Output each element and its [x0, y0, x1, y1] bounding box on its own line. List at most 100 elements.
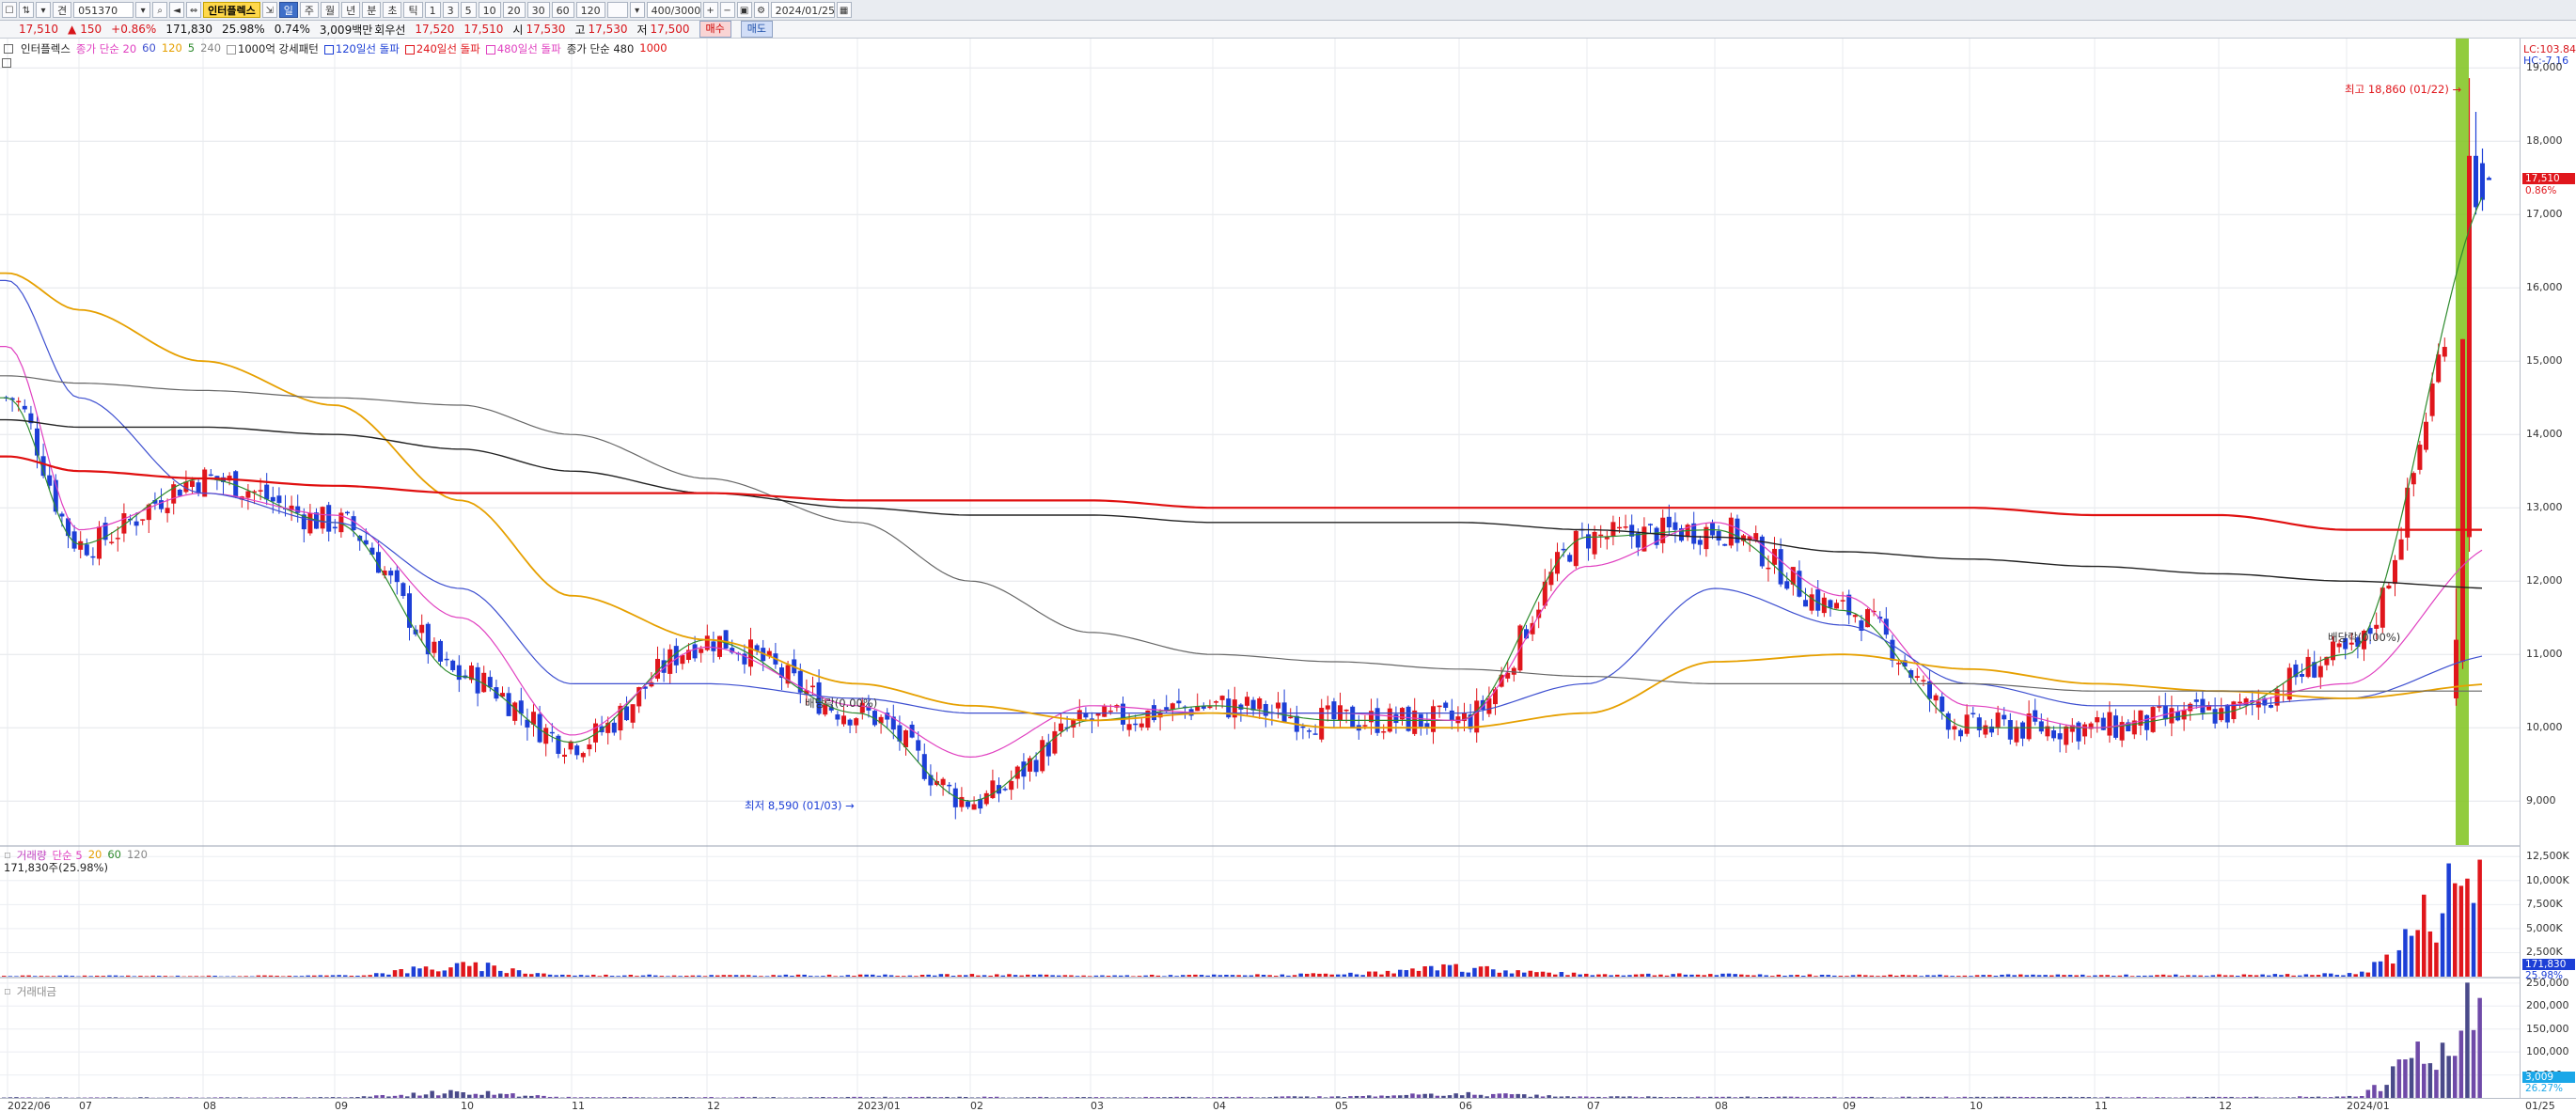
chevron-down-icon[interactable]: ▾: [36, 2, 51, 18]
data-count-input[interactable]: 400/3000: [647, 2, 701, 18]
volume-bar: [1640, 974, 1644, 977]
volume-bar: [1156, 976, 1161, 977]
volume-bar: [1498, 973, 1502, 977]
tab-tick[interactable]: 틱: [403, 2, 422, 18]
volume-bar: [45, 976, 50, 977]
calendar-icon[interactable]: ▦: [837, 2, 852, 18]
volume-bar: [1919, 976, 1924, 977]
candle-body: [445, 659, 449, 661]
change-value: 150: [80, 23, 102, 36]
volume-bar: [2236, 976, 2240, 977]
legend-ma-label2: 종가 단순 480: [567, 41, 635, 56]
speaker-icon[interactable]: ◄: [169, 2, 184, 18]
volume-bar: [871, 975, 875, 977]
candle-body: [1648, 524, 1653, 525]
date-axis-label: 06: [1459, 1100, 1472, 1112]
volume-bar: [2379, 962, 2383, 977]
prev-next-icon[interactable]: ⇔: [186, 2, 201, 18]
volume-bar: [610, 976, 615, 977]
zoom-in-icon[interactable]: +: [703, 2, 718, 18]
volume-legend-value: 171,830주(25.98%): [4, 860, 108, 875]
volume-bar: [2174, 975, 2178, 977]
candle-body: [1207, 707, 1212, 709]
date-input[interactable]: 2024/01/25: [771, 2, 835, 18]
interval-3[interactable]: 3: [443, 2, 459, 18]
volume-bar: [150, 976, 155, 977]
stock-code-input[interactable]: 051370: [73, 2, 134, 18]
legend-toggle-icon[interactable]: [4, 41, 15, 56]
interval-custom-input[interactable]: [607, 2, 628, 18]
candle-body: [2467, 156, 2472, 538]
volume-bar: [2056, 975, 2061, 977]
code-dropdown-icon[interactable]: ▾: [135, 2, 150, 18]
legend-settings-icon[interactable]: [2, 55, 13, 69]
candle-body: [2417, 445, 2422, 470]
volume-bar: [846, 975, 851, 977]
volume-bar: [114, 976, 118, 977]
candle-body: [2051, 730, 2056, 738]
tab-day[interactable]: 일: [279, 2, 298, 18]
price-axis-label: 16,000: [2526, 281, 2563, 293]
volume-bar: [319, 975, 323, 977]
volume-bar: [1783, 976, 1787, 977]
candle-body: [2020, 723, 2025, 739]
volume-bar: [1863, 975, 1868, 977]
tab-month[interactable]: 월: [321, 2, 339, 18]
volume-bar: [746, 975, 751, 977]
volume-bar: [2192, 976, 2197, 977]
volume-bar: [1069, 976, 1074, 977]
interval-60[interactable]: 60: [552, 2, 574, 18]
date-axis-label: 09: [335, 1100, 348, 1112]
date-axis-label: 05: [1335, 1100, 1348, 1112]
interval-30[interactable]: 30: [527, 2, 550, 18]
interval-5[interactable]: 5: [461, 2, 477, 18]
window-menu-icon[interactable]: ☐: [2, 2, 17, 18]
price-chart[interactable]: [0, 39, 2520, 1098]
interval-1[interactable]: 1: [425, 2, 441, 18]
candle-body: [1052, 731, 1057, 754]
volume-bar: [455, 963, 460, 977]
tab-week[interactable]: 주: [300, 2, 319, 18]
indicator-badge[interactable]: 인터플렉스: [203, 2, 260, 18]
volume-bar: [1684, 975, 1689, 977]
amount-legend-icon[interactable]: ▫: [4, 984, 11, 999]
volume-bar: [2254, 975, 2259, 977]
volume-bar: [2291, 976, 2296, 977]
tab-second[interactable]: 초: [383, 2, 401, 18]
candle-body: [388, 571, 393, 575]
tab-minute[interactable]: 분: [362, 2, 381, 18]
volume-bar: [2477, 860, 2482, 977]
volume-bar: [1944, 976, 1949, 977]
candle-body: [854, 718, 858, 725]
tab-year[interactable]: 년: [341, 2, 360, 18]
volume-bar: [424, 966, 429, 977]
candle-body: [276, 495, 281, 503]
volume-bar: [1050, 975, 1055, 977]
buy-button[interactable]: 매수: [699, 21, 731, 38]
search-icon[interactable]: ⌕: [152, 2, 167, 18]
volume-bar: [2229, 976, 2234, 977]
low-label: 저: [637, 22, 648, 38]
volume-bar: [2285, 974, 2290, 977]
volume-bar: [2043, 975, 2048, 977]
interval-20[interactable]: 20: [503, 2, 526, 18]
gear-icon[interactable]: ⚙: [754, 2, 769, 18]
change-percent: +0.86%: [111, 23, 156, 36]
save-icon[interactable]: ▣: [737, 2, 752, 18]
interval-dropdown-icon[interactable]: ▾: [630, 2, 645, 18]
interval-120[interactable]: 120: [576, 2, 605, 18]
volume-bar: [666, 976, 670, 977]
volume-bar: [2453, 884, 2458, 977]
volume-bar: [2335, 975, 2340, 977]
resize-icon[interactable]: ⇲: [262, 2, 277, 18]
zoom-out-icon[interactable]: −: [720, 2, 735, 18]
swap-icon[interactable]: ⇅: [19, 2, 34, 18]
market-select[interactable]: 견: [53, 2, 71, 18]
main-legend: 인터플렉스 종가 단순 20 60 120 5 240 1000억 강세패턴 1…: [4, 41, 668, 56]
candle-body: [1108, 711, 1113, 713]
volume-bar: [1026, 975, 1030, 977]
volume-bar: [8, 976, 13, 977]
interval-10[interactable]: 10: [479, 2, 501, 18]
volume-bar: [548, 975, 553, 977]
sell-button[interactable]: 매도: [741, 21, 773, 38]
